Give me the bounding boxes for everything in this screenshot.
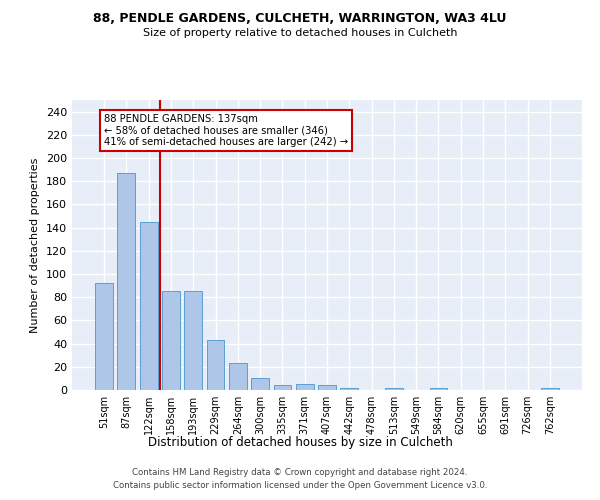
- Bar: [296, 384, 314, 390]
- Bar: [162, 292, 180, 390]
- Text: Contains HM Land Registry data © Crown copyright and database right 2024.: Contains HM Land Registry data © Crown c…: [132, 468, 468, 477]
- Bar: [251, 378, 269, 390]
- Bar: [385, 388, 403, 390]
- Bar: [140, 222, 158, 390]
- Bar: [229, 364, 247, 390]
- Bar: [95, 284, 113, 390]
- Y-axis label: Number of detached properties: Number of detached properties: [31, 158, 40, 332]
- Text: Distribution of detached houses by size in Culcheth: Distribution of detached houses by size …: [148, 436, 452, 449]
- Bar: [318, 386, 336, 390]
- Bar: [206, 340, 224, 390]
- Text: Size of property relative to detached houses in Culcheth: Size of property relative to detached ho…: [143, 28, 457, 38]
- Bar: [340, 388, 358, 390]
- Text: 88 PENDLE GARDENS: 137sqm
← 58% of detached houses are smaller (346)
41% of semi: 88 PENDLE GARDENS: 137sqm ← 58% of detac…: [104, 114, 349, 147]
- Bar: [274, 386, 292, 390]
- Bar: [184, 292, 202, 390]
- Text: 88, PENDLE GARDENS, CULCHETH, WARRINGTON, WA3 4LU: 88, PENDLE GARDENS, CULCHETH, WARRINGTON…: [94, 12, 506, 26]
- Bar: [430, 388, 448, 390]
- Text: Contains public sector information licensed under the Open Government Licence v3: Contains public sector information licen…: [113, 482, 487, 490]
- Bar: [118, 173, 136, 390]
- Bar: [541, 388, 559, 390]
